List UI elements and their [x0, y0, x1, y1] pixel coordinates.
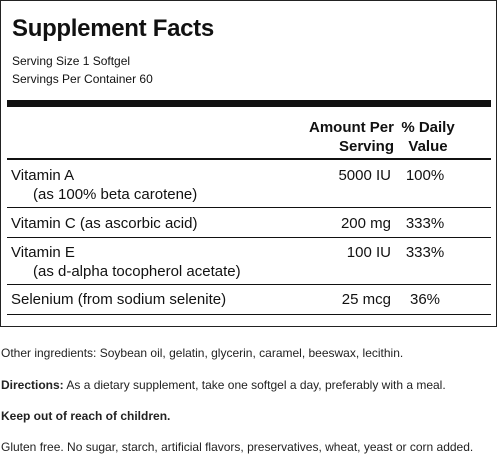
nutrient-daily-value: 333% — [405, 244, 445, 261]
nutrient-name: Vitamin E — [11, 244, 75, 261]
header-divider — [7, 158, 491, 160]
table-row: Vitamin C (as ascorbic acid) 200 mg 333% — [7, 214, 491, 234]
directions: Directions: As a dietary supplement, tak… — [1, 378, 446, 392]
nutrient-daily-value: 36% — [409, 291, 441, 308]
amount-header-line2: Serving — [338, 138, 394, 155]
nutrient-amount: 25 mcg — [341, 291, 391, 308]
nutrient-source: (as d-alpha tocopherol acetate) — [33, 263, 241, 280]
nutrient-amount: 100 IU — [346, 244, 391, 261]
daily-value-header: % Daily Value — [393, 118, 463, 156]
nutrient-source: (as 100% beta carotene) — [33, 186, 198, 203]
directions-label: Directions: — [1, 378, 64, 392]
table-row: Vitamin E (as d-alpha tocopherol acetate… — [7, 243, 491, 283]
nutrient-daily-value: 100% — [405, 167, 445, 184]
allergen-note: Gluten free. No sugar, starch, artificia… — [1, 440, 474, 454]
nutrient-daily-value: 333% — [405, 215, 445, 232]
row-divider — [7, 207, 491, 208]
dv-header-line1: % Daily — [401, 119, 455, 136]
serving-size: Serving Size 1 Softgel — [12, 54, 131, 68]
nutrient-amount: 200 mg — [340, 215, 391, 232]
row-divider — [7, 284, 491, 285]
row-divider — [7, 314, 491, 315]
nutrient-name: Vitamin A — [11, 167, 75, 184]
warning-text: Keep out of reach of children. — [1, 409, 171, 423]
other-ingredients: Other ingredients: Soybean oil, gelatin,… — [1, 346, 404, 360]
thick-divider — [7, 100, 491, 107]
directions-text: As a dietary supplement, take one softge… — [63, 378, 446, 392]
table-row: Vitamin A (as 100% beta carotene) 5000 I… — [7, 166, 491, 206]
dv-header-line2: Value — [408, 138, 448, 155]
servings-per-container: Servings Per Container 60 — [12, 72, 153, 86]
supplement-facts-panel: Supplement Facts Serving Size 1 Softgel … — [0, 0, 497, 327]
nutrient-name: Vitamin C (as ascorbic acid) — [11, 215, 198, 232]
panel-title: Supplement Facts — [12, 15, 214, 42]
row-divider — [7, 237, 491, 238]
amount-per-serving-header: Amount Per Serving — [284, 118, 394, 156]
nutrient-name: Selenium (from sodium selenite) — [11, 291, 227, 308]
table-row: Selenium (from sodium selenite) 25 mcg 3… — [7, 290, 491, 310]
amount-header-line1: Amount Per — [308, 119, 394, 136]
nutrient-amount: 5000 IU — [338, 167, 391, 184]
